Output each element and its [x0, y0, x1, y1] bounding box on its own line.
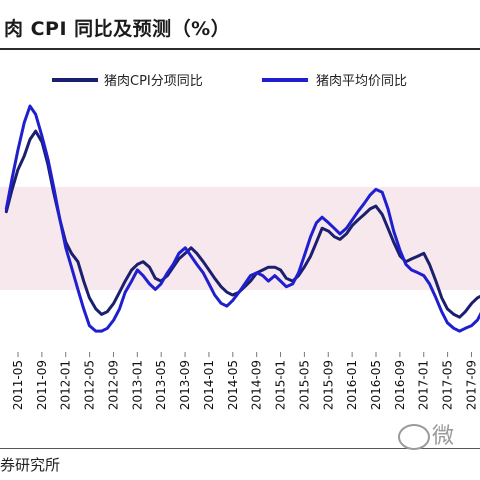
x-tick-label: 2013-01: [130, 360, 144, 410]
x-tick-label: 2017-09: [464, 360, 478, 410]
x-tick-label: 2011-09: [35, 360, 49, 410]
x-tick-label: 2012-05: [83, 360, 97, 410]
x-tick-label: 2012-09: [106, 360, 120, 410]
x-tick-label: 2013-09: [178, 360, 192, 410]
x-tick-label: 2017-01: [417, 360, 431, 410]
x-tick-label: 2013-05: [154, 360, 168, 410]
series-line-price: [4, 104, 480, 333]
x-tick-label: 2016-09: [393, 360, 407, 410]
chart-title: 肉 CPI 同比及预测（%）: [4, 18, 231, 40]
x-tick-label: 2017-05: [441, 360, 455, 410]
line-chart: 猪肉CPI分项同比 猪肉平均价同比 2011-05 2011-09 2012-01 2…: [4, 74, 480, 410]
wechat-bubble-icon: [398, 424, 430, 450]
x-tick-label: 2015-01: [274, 360, 288, 410]
x-tick-label: 2015-05: [297, 360, 311, 410]
x-tick-label: 2015-09: [321, 360, 335, 410]
title-divider: [0, 48, 480, 50]
source-note: 券研究所: [0, 456, 61, 474]
x-tick-label: 2012-01: [59, 360, 73, 410]
x-tick-label: 2014-01: [202, 360, 216, 410]
legend-label-price: 猪肉平均价同比: [316, 74, 407, 89]
x-tick-label: 2014-05: [226, 360, 240, 410]
watermark-text: 微: [432, 424, 455, 449]
chart-legend: 猪肉CPI分项同比 猪肉平均价同比: [52, 74, 407, 89]
x-tick-label: 2011-05: [11, 360, 25, 410]
x-tick-label: 2016-05: [369, 360, 383, 410]
x-tick-label: 2016-01: [345, 360, 359, 410]
x-tick-label: 2014-09: [250, 360, 264, 410]
footer-divider: [0, 448, 480, 449]
legend-label-cpi: 猪肉CPI分项同比: [104, 74, 203, 89]
x-axis-ticks: 2011-05 2011-09 2012-01 2012-05 2012-09 2013-…: [11, 352, 478, 410]
watermark-logo: 微: [398, 418, 478, 454]
